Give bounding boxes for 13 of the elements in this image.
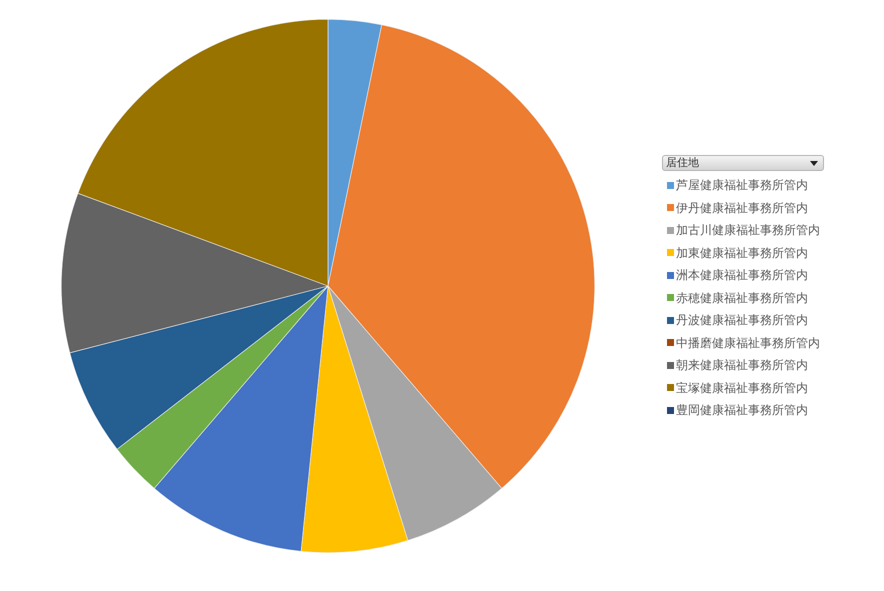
legend-title: 居住地 xyxy=(666,156,699,170)
legend-label: 伊丹健康福祉事務所管内 xyxy=(676,200,808,215)
legend-label: 加東健康福祉事務所管内 xyxy=(676,246,808,260)
legend-label: 丹波健康福祉事務所管内 xyxy=(676,313,808,328)
legend-label: 豊岡健康福祉事務所管内 xyxy=(676,403,808,418)
dropdown-field: 居住地 xyxy=(662,155,824,171)
legend-label: 芦屋健康福祉事務所管内 xyxy=(676,178,808,192)
legend-label: 宝塚健康福祉事務所管内 xyxy=(676,380,808,395)
legend-label: 加古川健康福祉事務所管内 xyxy=(676,223,820,238)
legend-label: 赤穂健康福祉事務所管内 xyxy=(676,290,808,305)
legend-label: 朝来健康福祉事務所管内 xyxy=(676,358,808,372)
legend-label: 洲本健康福祉事務所管内 xyxy=(676,268,808,282)
legend-label: 中播磨健康福祉事務所管内 xyxy=(676,336,820,350)
